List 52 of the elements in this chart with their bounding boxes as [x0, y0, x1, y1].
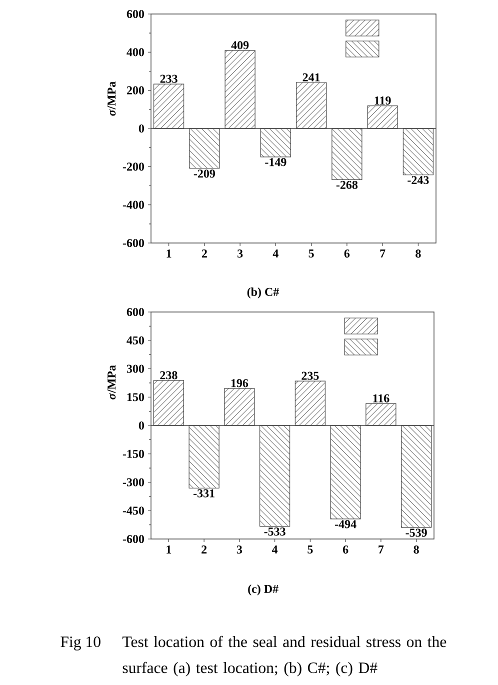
x-tick-label: 2 — [202, 250, 207, 258]
y-tick-label: -450 — [122, 506, 144, 515]
data-label: 409 — [231, 41, 249, 50]
data-label: 238 — [160, 371, 178, 380]
y-tick-label: 0 — [138, 421, 144, 430]
data-label: -268 — [336, 180, 358, 189]
data-label: 116 — [373, 394, 390, 402]
x-tick-label: 5 — [308, 546, 313, 554]
text: (c) D# — [248, 584, 278, 596]
data-label: -533 — [264, 528, 286, 536]
text: (b) C# — [247, 288, 279, 298]
data-label: 241 — [302, 73, 320, 82]
caption: Fig 10 — [60, 636, 100, 650]
data-label: -331 — [194, 489, 214, 498]
y-tick-label: -400 — [122, 200, 144, 209]
x-tick-label: 2 — [202, 546, 207, 554]
y-tick-label: -600 — [122, 534, 144, 544]
x-tick-label: 6 — [342, 546, 348, 554]
x-tick-label: 4 — [272, 250, 278, 258]
y-tick-label: -150 — [122, 450, 144, 458]
x-tick-label: 3 — [236, 546, 242, 554]
data-label: 196 — [231, 379, 248, 388]
x-tick-label: 7 — [380, 250, 386, 258]
x-tick-label: 3 — [238, 250, 243, 258]
x-tick-label: 1 — [166, 250, 172, 258]
y-tick-label: 200 — [126, 86, 144, 94]
y-tick-label: 300 — [126, 364, 144, 373]
y-tick-label: 0 — [138, 124, 144, 133]
y-tick-label: 400 — [126, 48, 144, 56]
data-label: 233 — [160, 74, 178, 83]
y-tick-label: 600 — [126, 10, 144, 18]
data-label: -494 — [335, 520, 356, 528]
x-tick-label: 8 — [414, 546, 419, 554]
data-label: -539 — [406, 528, 427, 537]
x-tick-label: 8 — [416, 250, 421, 258]
data-label: 235 — [302, 372, 319, 380]
y-tick-label: -600 — [122, 238, 144, 248]
y-tick-label: 450 — [126, 336, 144, 344]
data-label: -209 — [194, 170, 216, 178]
data-label: -149 — [265, 158, 286, 166]
data-label: 119 — [374, 96, 391, 105]
x-tick-label: 1 — [166, 546, 172, 554]
y-tick-label: 600 — [126, 308, 144, 316]
x-tick-label: 5 — [308, 250, 314, 258]
y-tick-label: -300 — [122, 478, 144, 486]
x-tick-label: 7 — [378, 546, 384, 554]
data-label: -243 — [408, 176, 429, 184]
x-tick-label: 6 — [344, 250, 350, 258]
x-tick-label: 4 — [272, 546, 278, 554]
y-tick-label: -200 — [122, 162, 144, 171]
y-tick-label: 150 — [127, 393, 144, 402]
text: Test location of the seal and residual stress on the surface (a) test location; (b) C#; (c) D# — [122, 636, 446, 676]
